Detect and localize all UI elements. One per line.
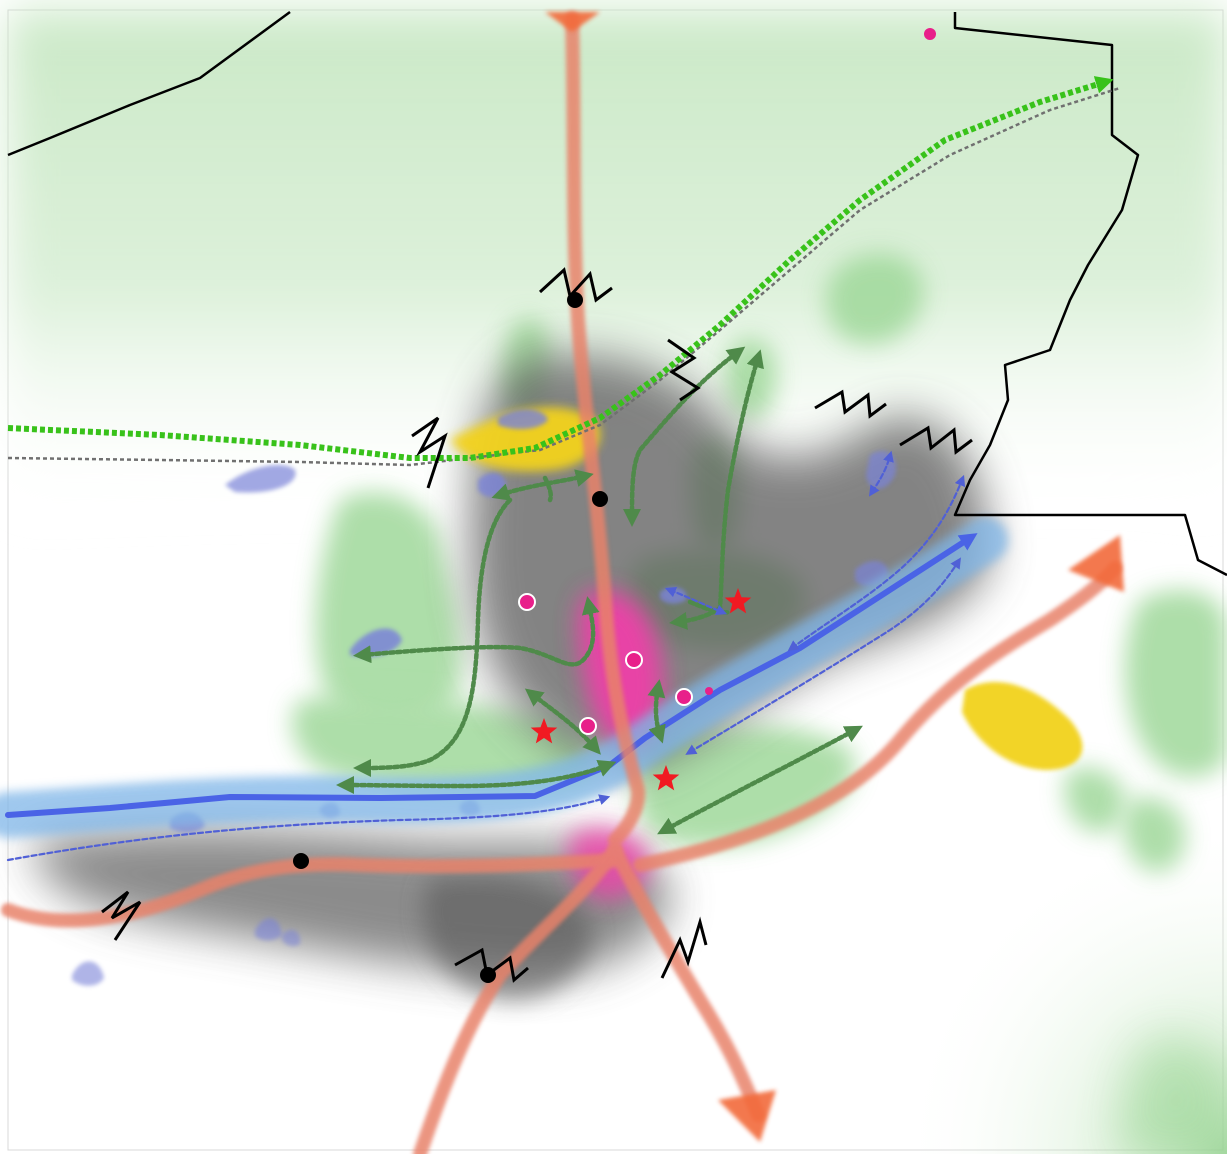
poi-north-edge [924, 28, 936, 40]
yellow-area-east [962, 682, 1082, 770]
poi-centre [626, 652, 642, 668]
node-southwest [480, 967, 496, 983]
arrowhead-southeast [718, 1090, 776, 1142]
road-southeast [615, 850, 758, 1115]
poi-south [580, 718, 596, 734]
poi-west [519, 594, 535, 610]
poi-east-small [705, 687, 713, 695]
node-north [567, 292, 583, 308]
node-centre-north [592, 491, 608, 507]
poi-east [676, 689, 692, 705]
node-west [293, 853, 309, 869]
